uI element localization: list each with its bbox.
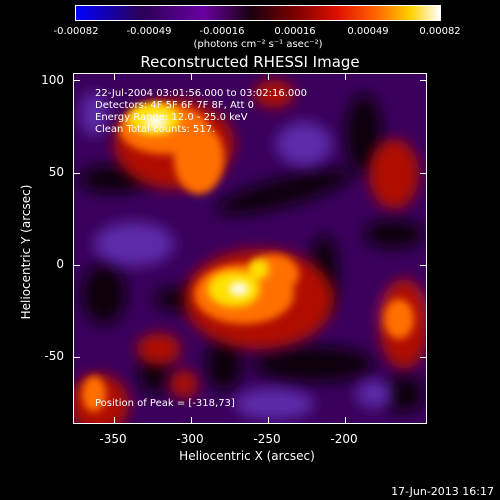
- y-tick-mark: [74, 357, 80, 358]
- y-tick-mark: [74, 80, 80, 81]
- y-tick-mark: [420, 265, 426, 266]
- colorbar-units: (photons cm⁻² s⁻¹ asec⁻²): [193, 39, 323, 50]
- x-tick-mark: [191, 417, 192, 423]
- colorbar-tick: 0.00016: [274, 26, 316, 37]
- x-tick-mark: [114, 417, 115, 423]
- colorbar: [75, 5, 441, 21]
- x-tick-mark: [191, 74, 192, 80]
- y-tick-mark: [420, 173, 426, 174]
- detectors-info: Detectors: 4F 5F 6F 7F 8F, Att 0: [95, 100, 255, 111]
- y-axis-label: Heliocentric Y (arcsec): [19, 184, 33, 320]
- x-tick-label: -300: [176, 432, 204, 446]
- x-tick-label: -250: [253, 432, 281, 446]
- colorbar-tick: 0.00049: [347, 26, 389, 37]
- rhessi-image: [74, 74, 426, 423]
- y-tick-label: 100: [41, 73, 64, 87]
- y-tick-mark: [420, 80, 426, 81]
- x-axis-label: Heliocentric X (arcsec): [179, 449, 315, 463]
- rhessi-image-panel: 22-Jul-2004 03:01:56.000 to 03:02:16.000…: [73, 73, 427, 424]
- y-tick-mark: [74, 173, 80, 174]
- y-tick-label: 0: [56, 257, 64, 271]
- counts-info: Clean Total counts: 517.: [95, 124, 216, 135]
- x-tick-mark: [114, 74, 115, 80]
- x-tick-label: -200: [330, 432, 358, 446]
- x-tick-mark: [268, 417, 269, 423]
- y-tick-label: -50: [44, 349, 64, 363]
- x-tick-mark: [345, 74, 346, 80]
- observation-time: 22-Jul-2004 03:01:56.000 to 03:02:16.000: [95, 88, 307, 99]
- colorbar-tick: -0.00016: [199, 26, 245, 37]
- x-tick-label: -350: [99, 432, 127, 446]
- y-tick-mark: [420, 357, 426, 358]
- x-tick-mark: [345, 417, 346, 423]
- y-tick-mark: [74, 265, 80, 266]
- peak-position: Position of Peak = [-318,73]: [95, 398, 235, 409]
- x-tick-mark: [268, 74, 269, 80]
- y-tick-label: 50: [48, 165, 64, 179]
- generation-timestamp: 17-Jun-2013 16:17: [391, 485, 494, 498]
- colorbar-tick: -0.00082: [53, 26, 99, 37]
- colorbar-tick: 0.00082: [419, 26, 461, 37]
- colorbar-tick: -0.00049: [126, 26, 172, 37]
- plot-title: Reconstructed RHESSI Image: [140, 53, 360, 71]
- energy-range: Energy Range: 12.0 - 25.0 keV: [95, 112, 248, 123]
